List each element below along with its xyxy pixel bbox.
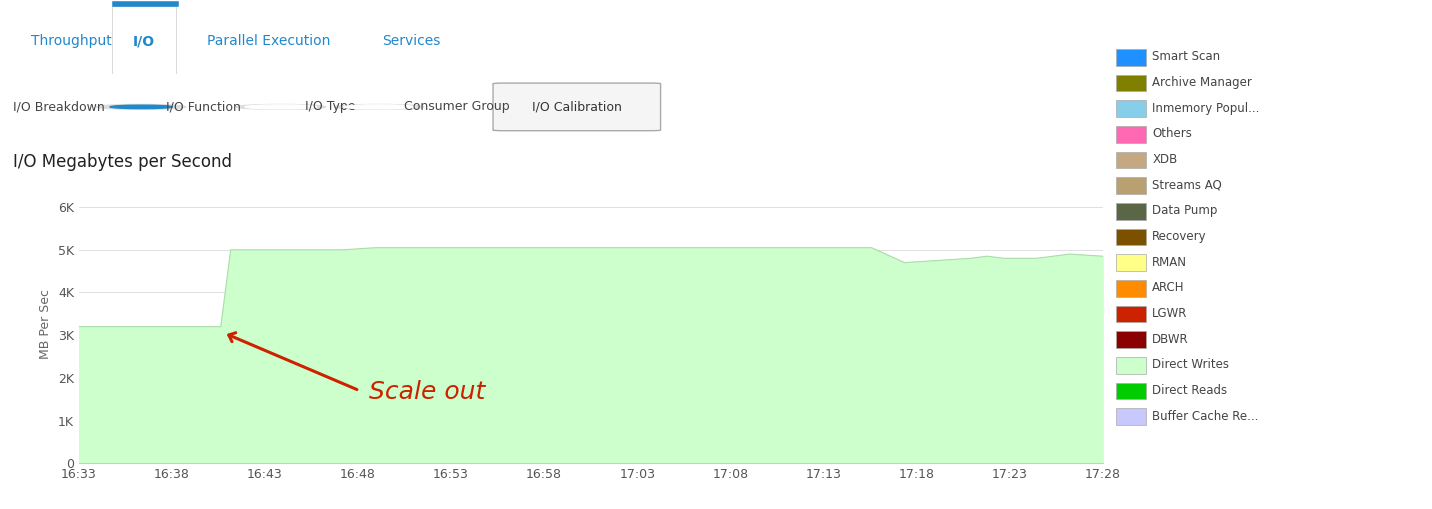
Text: Parallel Execution: Parallel Execution [206,34,331,48]
Text: XDB: XDB [1153,153,1177,166]
Text: Inmemory Popul...: Inmemory Popul... [1153,102,1260,115]
Text: RMAN: RMAN [1153,256,1187,269]
Bar [1116,100,1146,117]
Circle shape [96,104,186,109]
Circle shape [110,105,172,108]
Text: Archive Manager: Archive Manager [1153,76,1252,89]
Bar [1116,126,1146,143]
Text: Scale out: Scale out [369,380,485,404]
Circle shape [335,104,424,109]
Text: ARCH: ARCH [1153,281,1184,294]
Text: I/O Type: I/O Type [305,100,357,114]
Text: I/O: I/O [133,34,155,48]
Text: Smart Scan: Smart Scan [1153,50,1220,63]
Text: LGWR: LGWR [1153,307,1187,320]
Bar [1116,75,1146,91]
Text: Direct Writes: Direct Writes [1153,358,1229,372]
Text: Services: Services [382,34,441,48]
Text: I/O Megabytes per Second: I/O Megabytes per Second [13,153,232,171]
Text: Streams AQ: Streams AQ [1153,179,1221,192]
Text: I/O Breakdown: I/O Breakdown [13,100,105,114]
Bar [1116,357,1146,374]
Y-axis label: MB Per Sec: MB Per Sec [39,290,52,359]
Bar [1116,203,1146,220]
Bar [1116,254,1146,271]
Text: Buffer Cache Re...: Buffer Cache Re... [1153,410,1259,423]
Bar [1116,152,1146,168]
Text: I/O Function: I/O Function [166,100,241,114]
Text: Consumer Group: Consumer Group [404,100,510,114]
Text: Throughput: Throughput [30,34,112,48]
Text: I/O Calibration: I/O Calibration [531,100,621,114]
Text: DBWR: DBWR [1153,333,1189,346]
Bar [1116,331,1146,348]
Bar [1116,280,1146,297]
FancyBboxPatch shape [112,6,176,74]
Bar [1116,383,1146,400]
Text: Recovery: Recovery [1153,230,1207,243]
Bar [1116,408,1146,425]
Bar [1116,229,1146,245]
Bar [1116,306,1146,322]
Circle shape [344,105,415,109]
Text: Direct Reads: Direct Reads [1153,384,1227,397]
Text: Others: Others [1153,127,1193,140]
Bar [1116,177,1146,194]
Circle shape [236,104,325,109]
Text: Data Pump: Data Pump [1153,205,1217,217]
FancyBboxPatch shape [493,83,660,131]
Circle shape [245,105,316,109]
Bar [1116,49,1146,66]
